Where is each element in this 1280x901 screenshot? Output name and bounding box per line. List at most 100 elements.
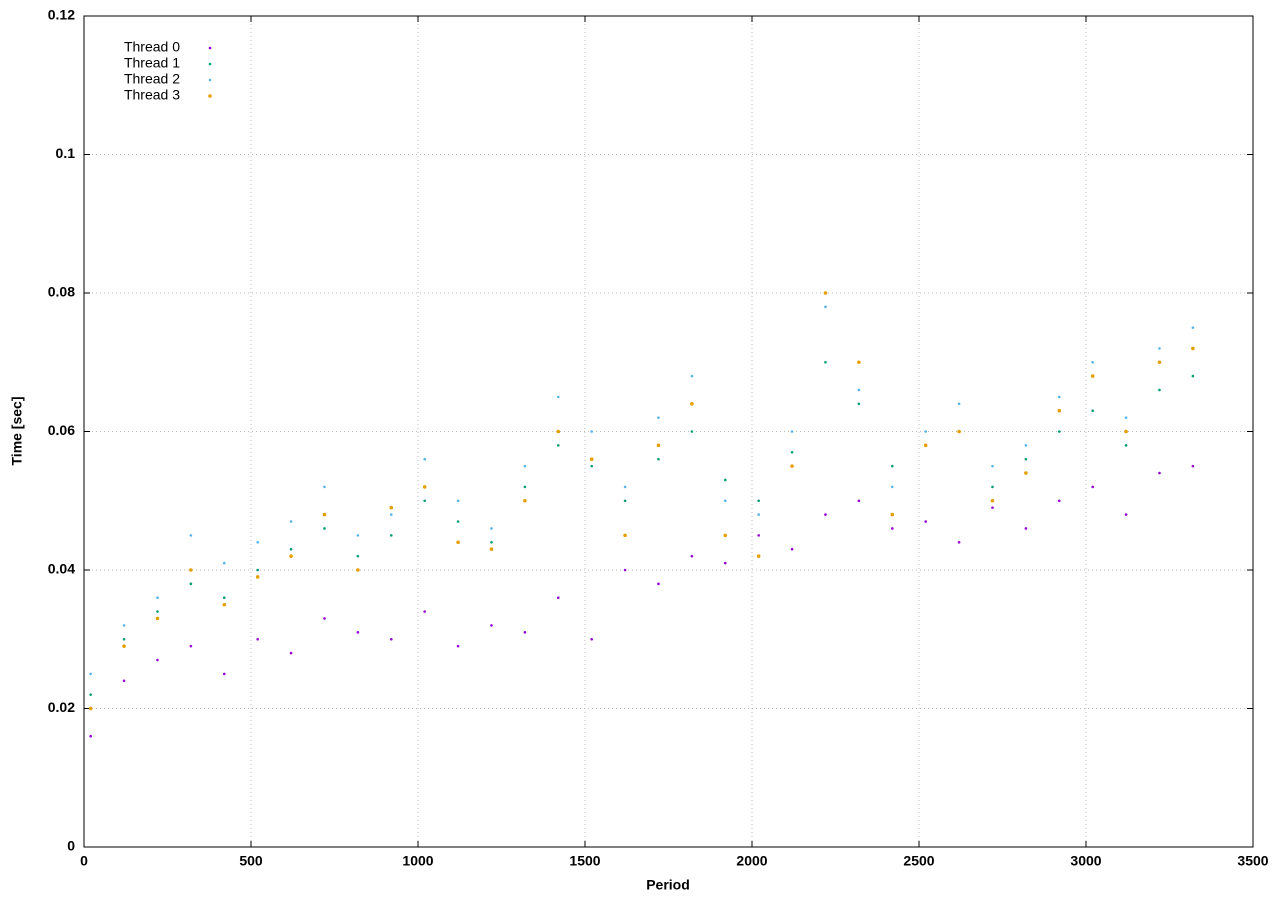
point <box>490 541 493 544</box>
point <box>289 547 293 551</box>
point <box>323 527 326 530</box>
point <box>1191 374 1195 378</box>
point <box>323 485 326 489</box>
x-tick-label: 1000 <box>402 853 433 869</box>
legend-label: Thread 0 <box>124 39 180 55</box>
point <box>1124 444 1128 447</box>
point <box>356 568 360 572</box>
point <box>423 499 426 503</box>
point <box>723 499 727 503</box>
point <box>155 616 160 621</box>
point <box>857 360 861 365</box>
point <box>356 554 360 558</box>
point <box>723 533 728 538</box>
point <box>423 610 426 613</box>
point <box>1057 430 1061 433</box>
point <box>823 291 828 295</box>
legend-label: Thread 3 <box>124 87 180 103</box>
point <box>523 631 527 634</box>
point <box>623 499 627 503</box>
point <box>991 464 994 468</box>
point <box>556 429 561 434</box>
point <box>957 402 961 406</box>
point <box>924 520 927 523</box>
point <box>256 541 259 544</box>
point <box>723 561 727 565</box>
point <box>323 617 326 620</box>
point <box>356 534 360 537</box>
point <box>456 540 460 545</box>
point <box>756 554 761 558</box>
point <box>890 464 894 468</box>
point <box>890 527 894 530</box>
legend-marker <box>208 78 212 82</box>
point <box>456 499 460 503</box>
point <box>189 568 193 572</box>
y-tick-label: 0.04 <box>48 561 75 577</box>
point <box>1124 513 1128 516</box>
point <box>1057 499 1061 503</box>
point <box>1191 346 1195 351</box>
point <box>89 734 92 738</box>
point <box>1024 457 1028 461</box>
point <box>556 395 560 399</box>
point <box>991 485 994 489</box>
point <box>824 305 827 309</box>
point <box>1057 395 1061 399</box>
y-tick-label: 0.12 <box>48 7 75 23</box>
point <box>757 534 760 537</box>
point <box>423 457 426 461</box>
point <box>590 464 593 468</box>
point <box>790 450 794 454</box>
x-tick-label: 500 <box>239 853 263 869</box>
point <box>1124 416 1128 419</box>
point <box>156 658 159 662</box>
point <box>623 485 627 489</box>
point <box>723 478 727 482</box>
point <box>1157 360 1162 365</box>
x-tick-label: 3500 <box>1237 853 1268 869</box>
point <box>222 602 227 607</box>
point <box>857 402 861 406</box>
point <box>256 568 259 572</box>
point <box>623 533 627 538</box>
point <box>690 554 694 558</box>
point <box>189 644 193 648</box>
point <box>255 575 260 579</box>
y-axis-label: Time [sec] <box>9 397 25 466</box>
point <box>523 498 527 503</box>
point <box>422 485 427 489</box>
y-tick-label: 0.1 <box>56 145 76 161</box>
point <box>590 430 593 433</box>
point <box>222 672 226 676</box>
legend-marker <box>208 62 212 66</box>
point <box>490 624 493 627</box>
plot-frame <box>83 15 1254 848</box>
point <box>957 541 961 544</box>
x-tick-label: 3000 <box>1070 853 1101 869</box>
point <box>890 512 895 517</box>
point <box>1091 409 1094 413</box>
point <box>690 402 694 406</box>
legend-marker <box>208 46 212 50</box>
x-tick-label: 0 <box>80 853 88 869</box>
point <box>1191 464 1195 468</box>
point <box>824 513 827 516</box>
point <box>1158 347 1161 350</box>
point <box>122 624 126 627</box>
point <box>89 672 92 676</box>
point <box>189 534 193 537</box>
point <box>1091 485 1094 489</box>
point <box>88 706 93 711</box>
point <box>790 464 794 468</box>
point <box>690 430 694 433</box>
point <box>256 637 259 641</box>
legend-label: Thread 1 <box>124 55 180 71</box>
legend-marker <box>208 94 212 98</box>
point <box>489 547 494 552</box>
point <box>456 520 460 523</box>
point <box>757 499 760 503</box>
point <box>857 388 861 392</box>
point <box>657 457 660 461</box>
